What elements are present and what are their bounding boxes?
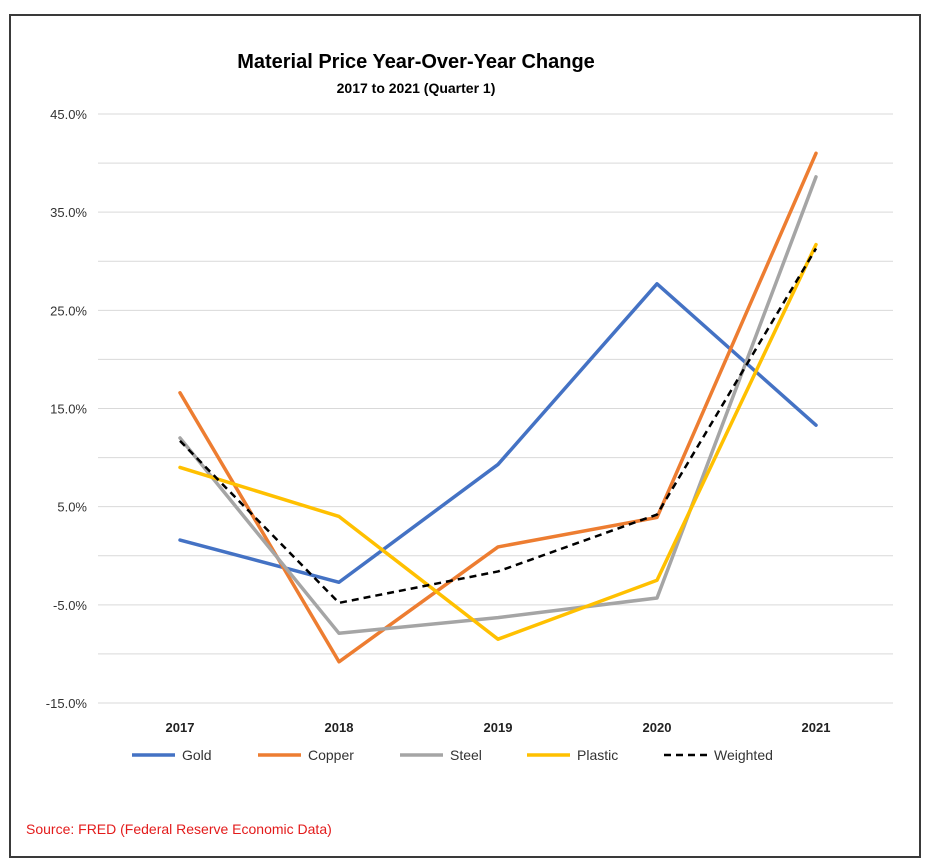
legend-label-gold: Gold	[182, 747, 212, 763]
y-tick-label: -15.0%	[46, 696, 88, 711]
x-tick-label: 2017	[166, 720, 195, 735]
y-axis: -15.0% -5.0% 5.0% 15.0% 25.0% 35.0% 45.0%	[46, 107, 88, 711]
legend-label-steel: Steel	[450, 747, 482, 763]
x-tick-label: 2018	[325, 720, 354, 735]
legend-label-plastic: Plastic	[577, 747, 618, 763]
series-line-copper	[178, 151, 818, 664]
y-tick-label: 45.0%	[50, 107, 87, 122]
series-line-weighted	[179, 247, 818, 605]
series-lines	[178, 151, 818, 664]
source-note: Source: FRED (Federal Reserve Economic D…	[26, 821, 332, 837]
legend-label-copper: Copper	[308, 747, 354, 763]
legend-label-weighted: Weighted	[714, 747, 773, 763]
y-tick-label: -5.0%	[53, 598, 87, 613]
gridlines	[98, 113, 893, 704]
y-tick-label: 35.0%	[50, 205, 87, 220]
y-tick-label: 15.0%	[50, 402, 87, 417]
x-tick-label: 2020	[643, 720, 672, 735]
chart-frame	[9, 14, 921, 858]
chart-subtitle: 2017 to 2021 (Quarter 1)	[337, 80, 496, 96]
y-tick-label: 25.0%	[50, 303, 87, 318]
x-tick-label: 2021	[802, 720, 831, 735]
series-line-plastic	[178, 242, 818, 641]
x-tick-label: 2019	[484, 720, 513, 735]
series-line-steel	[178, 175, 818, 636]
x-axis: 2017 2018 2019 2020 2021	[166, 720, 831, 735]
y-tick-label: 5.0%	[57, 500, 87, 515]
legend: Gold Copper Steel Plastic Weighted	[132, 747, 773, 763]
chart-title: Material Price Year-Over-Year Change	[237, 51, 595, 73]
